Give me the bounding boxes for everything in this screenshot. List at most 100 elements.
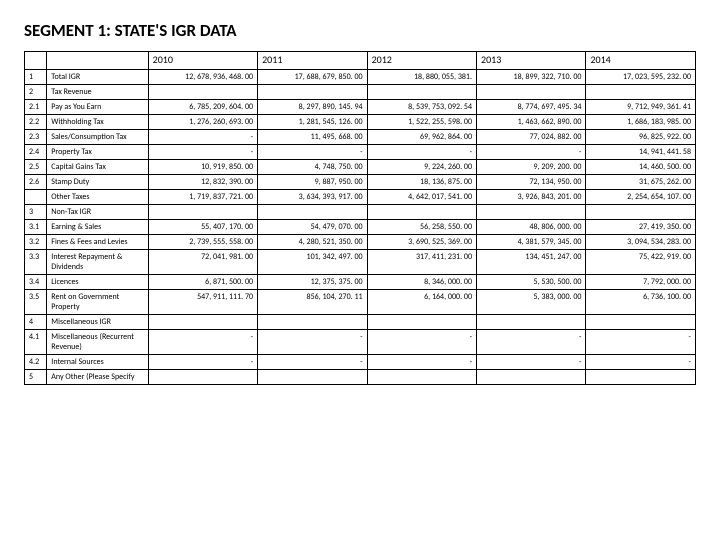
row-value: 72, 134, 950. 00 <box>477 174 586 189</box>
row-value: 1, 463, 662, 890. 00 <box>477 114 586 129</box>
header-year-1: 2011 <box>258 52 367 70</box>
row-id: 2.2 <box>25 114 47 129</box>
row-id: 3.2 <box>25 234 47 249</box>
row-value: 27, 419, 350. 00 <box>586 219 696 234</box>
row-label: Fines & Fees and Levies <box>47 234 148 249</box>
row-value: 8, 297, 890, 145. 94 <box>258 99 367 114</box>
table-row: 3.2Fines & Fees and Levies2, 739, 555, 5… <box>25 234 696 249</box>
row-label: Tax Revenue <box>47 84 148 99</box>
row-label: Miscellaneous IGR <box>47 314 148 329</box>
igr-table: 2010 2011 2012 2013 2014 1Total IGR12, 6… <box>24 51 696 385</box>
row-label: Internal Sources <box>47 354 148 369</box>
table-row: 2.4Property Tax----14, 941, 441. 58 <box>25 144 696 159</box>
row-value: 18, 899, 322, 710. 00 <box>477 69 586 84</box>
row-value: 14, 460, 500. 00 <box>586 159 696 174</box>
header-blank-label <box>47 52 148 70</box>
row-label: Pay as You Earn <box>47 99 148 114</box>
row-label: Withholding Tax <box>47 114 148 129</box>
row-value: 4, 748, 750. 00 <box>258 159 367 174</box>
row-value: 56, 258, 550. 00 <box>367 219 476 234</box>
page-title: SEGMENT 1: STATE'S IGR DATA <box>24 20 696 41</box>
row-value: 3, 690, 525, 369. 00 <box>367 234 476 249</box>
row-value <box>477 84 586 99</box>
row-value: 5, 530, 500. 00 <box>477 274 586 289</box>
row-value: 3, 094, 534, 283. 00 <box>586 234 696 249</box>
header-year-0: 2010 <box>148 52 257 70</box>
row-value: 101, 342, 497. 00 <box>258 249 367 274</box>
row-value: 77, 024, 882. 00 <box>477 129 586 144</box>
row-value: - <box>367 329 476 354</box>
row-value: 55, 407, 170. 00 <box>148 219 257 234</box>
table-row: 5Any Other (Please Specify <box>25 369 696 384</box>
row-value <box>148 369 257 384</box>
row-id: 2 <box>25 84 47 99</box>
row-value: - <box>477 354 586 369</box>
table-row: 4.1Miscellaneous (Recurrent Revenue)----… <box>25 329 696 354</box>
row-value: 6, 736, 100. 00 <box>586 289 696 314</box>
row-label: Any Other (Please Specify <box>47 369 148 384</box>
row-value: 4, 642, 017, 541. 00 <box>367 189 476 204</box>
row-value <box>367 314 476 329</box>
row-value: 72, 041, 981. 00 <box>148 249 257 274</box>
row-value: 1, 522, 255, 598. 00 <box>367 114 476 129</box>
row-value: 2, 254, 654, 107. 00 <box>586 189 696 204</box>
row-value: 12, 375, 375. 00 <box>258 274 367 289</box>
row-value: 1, 719, 837, 721. 00 <box>148 189 257 204</box>
row-value <box>258 204 367 219</box>
row-value: 134, 451, 247. 00 <box>477 249 586 274</box>
row-value: 48, 806, 000. 00 <box>477 219 586 234</box>
row-value <box>586 204 696 219</box>
row-id: 1 <box>25 69 47 84</box>
row-value: - <box>477 144 586 159</box>
row-value: - <box>258 144 367 159</box>
row-label: Non-Tax IGR <box>47 204 148 219</box>
row-value: 317, 411, 231. 00 <box>367 249 476 274</box>
row-value: 2, 739, 555, 558. 00 <box>148 234 257 249</box>
row-value: 12, 832, 390. 00 <box>148 174 257 189</box>
row-id: 3.3 <box>25 249 47 274</box>
row-id: 3.1 <box>25 219 47 234</box>
row-value: 3, 926, 843, 201. 00 <box>477 189 586 204</box>
row-value: 17, 023, 595, 232. 00 <box>586 69 696 84</box>
row-value: - <box>367 354 476 369</box>
row-value <box>258 84 367 99</box>
row-value <box>586 369 696 384</box>
row-id: 4.2 <box>25 354 47 369</box>
row-value: 31, 675, 262. 00 <box>586 174 696 189</box>
row-value: 11, 495, 668. 00 <box>258 129 367 144</box>
row-value: 9, 712, 949, 361. 41 <box>586 99 696 114</box>
row-id: 2.4 <box>25 144 47 159</box>
row-value: 1, 686, 183, 985. 00 <box>586 114 696 129</box>
table-row: Other Taxes1, 719, 837, 721. 003, 634, 3… <box>25 189 696 204</box>
row-value: 75, 422, 919. 00 <box>586 249 696 274</box>
table-header-row: 2010 2011 2012 2013 2014 <box>25 52 696 70</box>
table-row: 2Tax Revenue <box>25 84 696 99</box>
row-value: - <box>148 144 257 159</box>
row-value: - <box>477 329 586 354</box>
row-id: 3 <box>25 204 47 219</box>
row-value <box>258 314 367 329</box>
row-label: Sales/Consumption Tax <box>47 129 148 144</box>
header-year-2: 2012 <box>367 52 476 70</box>
row-value <box>586 314 696 329</box>
row-value <box>148 314 257 329</box>
row-label: Interest Repayment & Dividends <box>47 249 148 274</box>
header-year-4: 2014 <box>586 52 696 70</box>
row-label: Miscellaneous (Recurrent Revenue) <box>47 329 148 354</box>
row-value: 12, 678, 936, 468. 00 <box>148 69 257 84</box>
table-row: 4.2Internal Sources----- <box>25 354 696 369</box>
row-value: - <box>258 329 367 354</box>
row-value: 18, 136, 875. 00 <box>367 174 476 189</box>
header-year-3: 2013 <box>477 52 586 70</box>
row-value: 7, 792, 000. 00 <box>586 274 696 289</box>
row-value: 14, 941, 441. 58 <box>586 144 696 159</box>
row-id <box>25 189 47 204</box>
row-value: 9, 209, 200. 00 <box>477 159 586 174</box>
header-blank-id <box>25 52 47 70</box>
row-label: Property Tax <box>47 144 148 159</box>
table-row: 3.5Rent on Government Property547, 911, … <box>25 289 696 314</box>
row-value: 856, 104, 270. 11 <box>258 289 367 314</box>
row-value: - <box>367 144 476 159</box>
row-value: 9, 224, 260. 00 <box>367 159 476 174</box>
row-value: 6, 871, 500. 00 <box>148 274 257 289</box>
